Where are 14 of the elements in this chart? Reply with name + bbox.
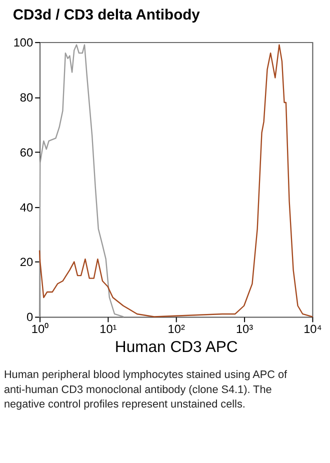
y-tick-label: 0 — [26, 310, 34, 324]
y-tick-label: 100 — [13, 36, 34, 50]
y-tick-label: 40 — [20, 200, 34, 214]
y-tick-label: 60 — [20, 145, 34, 160]
x-tick-label: 10³ — [236, 322, 254, 336]
x-tick-label: 10⁰ — [31, 322, 49, 336]
y-tick-label: 80 — [20, 90, 34, 104]
x-tick-label: 10² — [168, 322, 185, 336]
y-tick-label: 20 — [20, 255, 34, 270]
text: Human peripheral blood lymphocytes stained using APC of anti-human CD3 monoclonal antibody (clone S4.1). The negative control profiles represent unstained cells. — [4, 368, 288, 411]
x-axis-title: Human CD3 APC — [114, 338, 238, 356]
chart-title: CD3d / CD3 delta Antibody — [12, 7, 201, 24]
x-tick-label: 10¹ — [100, 322, 117, 336]
x-tick-label: 10⁴ — [304, 322, 322, 336]
